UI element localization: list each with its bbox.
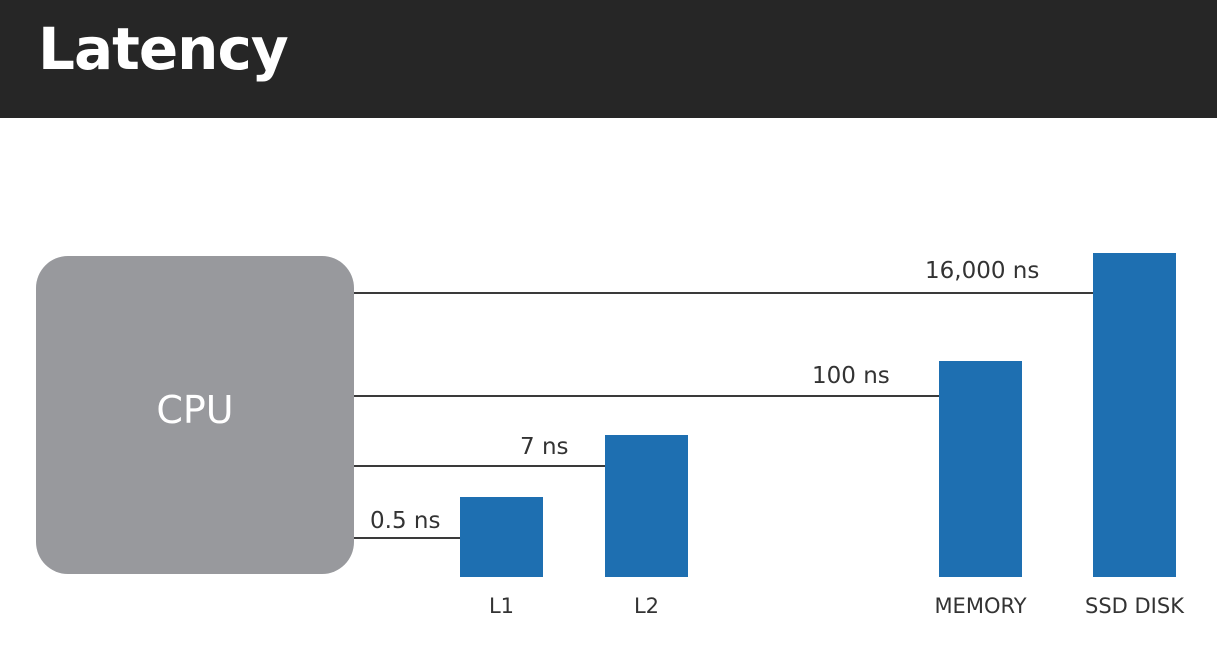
memory-name-label: MEMORY: [934, 594, 1027, 618]
ssd-disk-name-label: SSD DISK: [1085, 594, 1184, 618]
l1-latency-label: 0.5 ns: [370, 508, 441, 534]
ssd-disk-bar: [1093, 253, 1176, 577]
connector-line-memory: [354, 395, 939, 397]
memory-latency-label: 100 ns: [812, 363, 890, 389]
cpu-label: CPU: [156, 388, 234, 432]
cpu-block: [36, 256, 354, 574]
connector-line-l1: [354, 537, 460, 539]
l1-bar: [460, 497, 543, 577]
l2-name-label: L2: [633, 594, 660, 618]
l2-bar: [605, 435, 688, 577]
memory-bar: [939, 361, 1022, 577]
page-title: Latency: [38, 15, 289, 83]
ssd-disk-latency-label: 16,000 ns: [925, 258, 1040, 284]
connector-line-l2: [354, 465, 605, 467]
connector-line-ssd: [354, 292, 1093, 294]
l1-name-label: L1: [488, 594, 515, 618]
header-bar: Latency: [0, 0, 1217, 118]
l2-latency-label: 7 ns: [520, 434, 569, 460]
